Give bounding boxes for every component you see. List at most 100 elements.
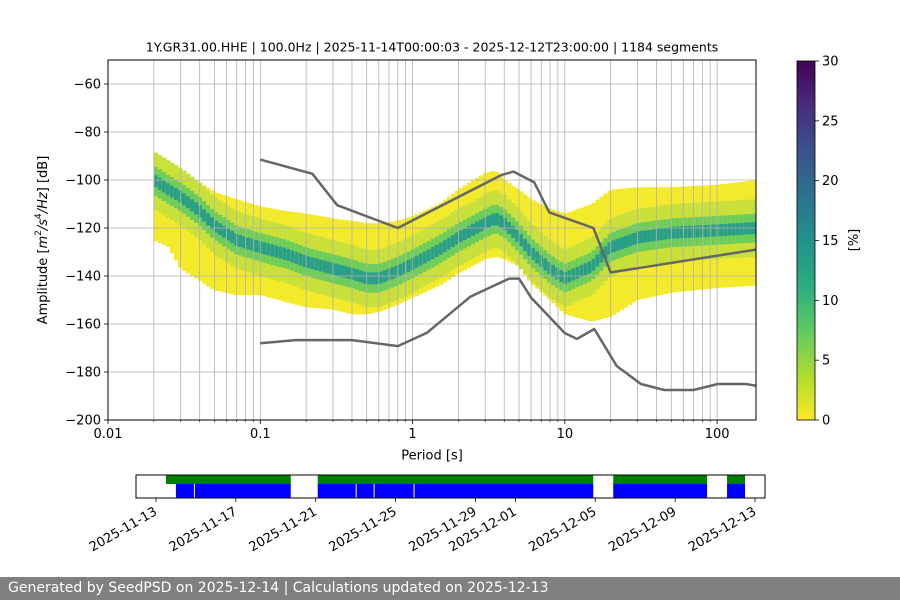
density-peak <box>398 263 404 276</box>
density-peak <box>342 265 347 278</box>
density-peak <box>599 250 604 263</box>
density-peak <box>326 261 331 274</box>
density-peak <box>479 219 484 232</box>
y-tick-label: −100 <box>65 174 101 189</box>
density-peak <box>169 185 175 198</box>
density-column <box>723 183 729 288</box>
density-column <box>651 187 657 297</box>
density-peak <box>655 228 661 241</box>
density-column <box>266 207 271 298</box>
density-peak <box>631 233 636 246</box>
density-column <box>599 196 604 320</box>
density-column <box>507 183 512 262</box>
density-column <box>450 193 456 278</box>
grid-lines <box>107 60 756 421</box>
density-peak <box>406 259 412 272</box>
density-peak <box>302 254 307 267</box>
density-peak <box>691 225 697 238</box>
density-column <box>647 187 653 298</box>
density-peak <box>266 243 271 256</box>
density-column <box>735 182 741 287</box>
availability-border <box>135 474 766 499</box>
density-peak <box>595 254 600 267</box>
density-peak <box>418 253 424 266</box>
density-peak <box>430 247 436 260</box>
density-peak <box>238 235 243 248</box>
density-column <box>535 202 540 289</box>
density-peak <box>314 258 319 271</box>
density-column <box>189 176 195 276</box>
density-column <box>410 215 416 298</box>
density-peak <box>242 236 247 249</box>
density-peak <box>270 244 275 257</box>
density-peak <box>370 272 376 285</box>
density-column <box>254 205 259 296</box>
density-column <box>627 187 632 305</box>
date-tick-label: 2025-12-05 <box>526 504 599 555</box>
density-peak <box>535 251 540 264</box>
density-peak <box>643 230 649 243</box>
density-column <box>406 217 412 300</box>
density-peak <box>499 215 504 228</box>
density-peak <box>390 267 396 280</box>
x-tick-label: 10 <box>557 427 574 442</box>
density-column <box>185 173 191 274</box>
density-peak <box>647 229 653 242</box>
density-column <box>575 209 580 318</box>
density-column <box>438 202 444 285</box>
density-column <box>619 188 624 311</box>
density-peak <box>547 262 552 275</box>
density-column <box>230 197 235 295</box>
density-peak <box>743 222 749 235</box>
density-peak <box>362 271 368 284</box>
density-column <box>318 216 323 309</box>
density-column <box>346 220 351 314</box>
density-peak <box>354 269 359 282</box>
data-segment <box>414 484 594 498</box>
density-peak <box>603 246 608 259</box>
density-peak <box>366 272 372 285</box>
density-peak <box>454 232 460 245</box>
density-peak <box>671 226 677 239</box>
density-peak <box>442 240 448 253</box>
density-peak <box>675 226 681 239</box>
density-column <box>238 200 243 296</box>
density-column <box>683 186 689 292</box>
density-peak <box>278 246 283 259</box>
density-column <box>354 221 359 315</box>
density-peak <box>282 247 287 260</box>
data-segment <box>727 484 746 498</box>
density-peak <box>703 224 709 237</box>
footer-text: Generated by SeedPSD on 2025-12-14 | Cal… <box>8 580 549 596</box>
density-column <box>675 186 681 293</box>
density-peak <box>410 257 416 270</box>
y-tick-label: −140 <box>65 270 101 285</box>
density-column <box>559 212 564 311</box>
density-peak <box>310 257 315 270</box>
y-tick-label: −120 <box>65 222 101 237</box>
density-column <box>374 223 380 313</box>
density-column <box>282 210 287 302</box>
density-column <box>157 155 163 243</box>
density-column <box>495 172 500 258</box>
colorbar-tick-label: 0 <box>822 414 830 429</box>
density-peak <box>462 228 468 241</box>
density-column <box>491 170 496 258</box>
density-column <box>715 184 721 288</box>
density-column <box>687 186 693 291</box>
processed-segment <box>165 475 291 484</box>
density-column <box>655 187 661 296</box>
density-column <box>454 190 460 275</box>
density-column <box>615 188 620 313</box>
density-peak <box>157 177 163 190</box>
density-column <box>202 185 207 284</box>
density-peak <box>491 213 496 226</box>
density-column <box>322 216 327 309</box>
density-peak <box>173 187 179 200</box>
date-tick-label: 2025-12-13 <box>686 504 759 555</box>
density-peak <box>711 224 717 237</box>
density-peak <box>687 225 693 238</box>
density-peak <box>503 218 508 231</box>
density-column <box>390 221 396 307</box>
density-peak <box>619 237 624 250</box>
